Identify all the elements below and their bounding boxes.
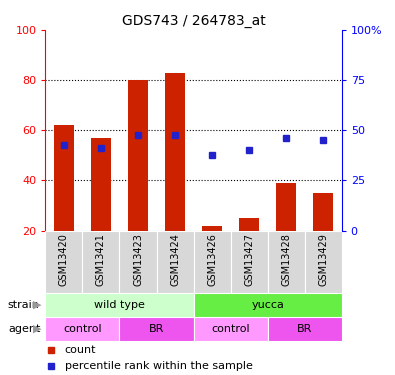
Bar <box>91 138 111 231</box>
Text: GSM13423: GSM13423 <box>133 233 143 286</box>
Text: control: control <box>63 324 102 334</box>
Bar <box>276 183 296 231</box>
Text: BR: BR <box>149 324 164 334</box>
Text: BR: BR <box>297 324 312 334</box>
Bar <box>268 231 305 292</box>
Text: GSM13420: GSM13420 <box>59 233 69 286</box>
Text: strain: strain <box>8 300 40 310</box>
Bar <box>194 231 231 292</box>
Bar <box>120 231 156 292</box>
Bar <box>202 226 222 231</box>
Bar <box>165 73 185 231</box>
Bar <box>128 80 148 231</box>
Bar <box>45 292 194 317</box>
Text: count: count <box>65 345 96 355</box>
Bar <box>268 317 342 341</box>
Text: GSM13424: GSM13424 <box>170 233 180 286</box>
Text: GSM13429: GSM13429 <box>318 233 328 286</box>
Text: GSM13427: GSM13427 <box>244 233 254 286</box>
Text: yucca: yucca <box>251 300 284 310</box>
Bar <box>313 193 333 231</box>
Text: agent: agent <box>8 324 40 334</box>
Text: ▶: ▶ <box>33 300 41 310</box>
Bar <box>156 231 194 292</box>
Bar <box>305 231 342 292</box>
Bar <box>45 231 83 292</box>
Bar <box>194 292 342 317</box>
Text: GSM13421: GSM13421 <box>96 233 106 286</box>
Text: GSM13426: GSM13426 <box>207 233 217 286</box>
Text: ▶: ▶ <box>33 324 41 334</box>
Text: wild type: wild type <box>94 300 145 310</box>
Bar <box>45 317 120 341</box>
Bar <box>54 125 74 231</box>
Bar <box>120 317 194 341</box>
Title: GDS743 / 264783_at: GDS743 / 264783_at <box>122 13 265 28</box>
Bar <box>194 317 268 341</box>
Bar <box>83 231 120 292</box>
Bar <box>239 218 259 231</box>
Bar <box>231 231 268 292</box>
Text: percentile rank within the sample: percentile rank within the sample <box>65 361 252 371</box>
Text: control: control <box>211 324 250 334</box>
Text: GSM13428: GSM13428 <box>281 233 291 286</box>
